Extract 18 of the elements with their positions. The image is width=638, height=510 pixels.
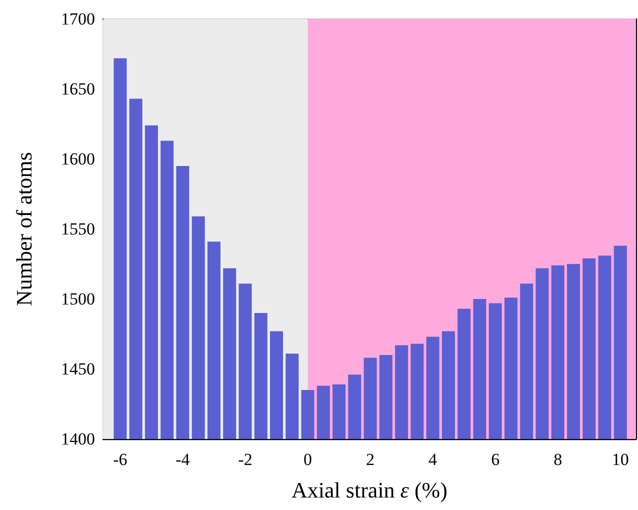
y-tick-label: 1400 bbox=[61, 430, 95, 448]
x-tick-label: 0 bbox=[304, 450, 312, 469]
x-tick-label: 6 bbox=[491, 450, 500, 469]
x-tick-label: 2 bbox=[366, 450, 375, 469]
x-tick-label: 8 bbox=[554, 450, 562, 469]
y-tick-label: 1550 bbox=[61, 220, 95, 238]
y-tick-label: 1650 bbox=[61, 80, 95, 98]
x-axis-title: Axial strain ε (%) bbox=[292, 478, 448, 502]
x-tick-label: -2 bbox=[238, 450, 252, 469]
x-tick-label: 10 bbox=[612, 450, 629, 469]
x-tick-label: -4 bbox=[176, 450, 190, 469]
y-tick-label: 1500 bbox=[61, 290, 95, 308]
y-tick-label: 1700 bbox=[61, 10, 95, 28]
y-tick-label: 1600 bbox=[61, 150, 95, 168]
x-tick-label: -6 bbox=[113, 450, 128, 469]
y-axis-title: Number of atoms bbox=[12, 152, 36, 306]
x-tick-label: 4 bbox=[428, 450, 438, 469]
y-tick-label: 1450 bbox=[61, 360, 95, 378]
